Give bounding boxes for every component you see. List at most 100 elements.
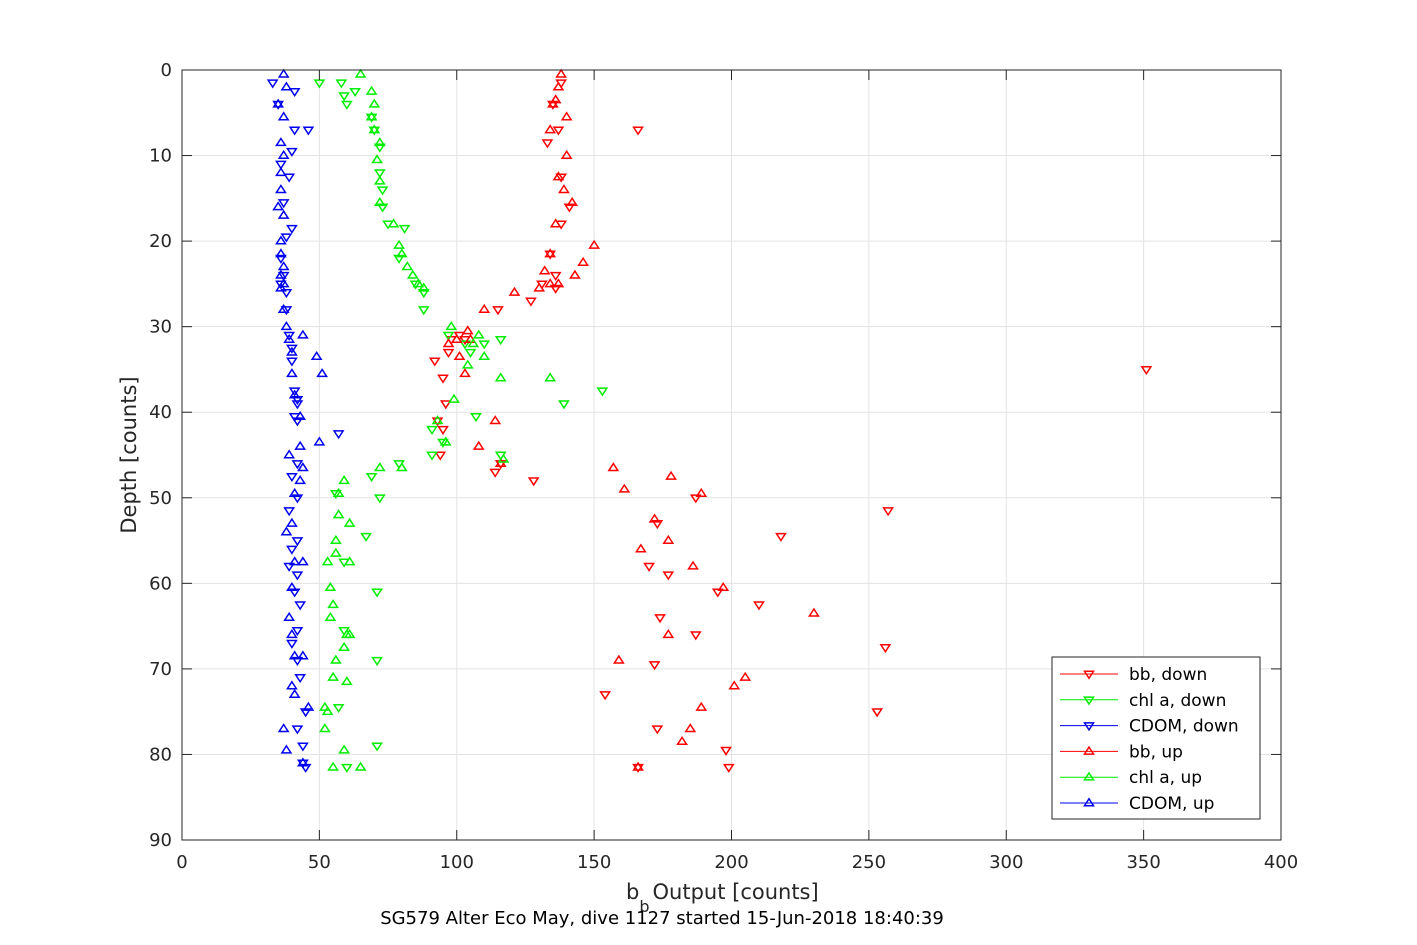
data-point [417, 282, 430, 292]
series-chl-a-down [313, 79, 609, 773]
data-point [632, 126, 644, 136]
y-tick-label: 0 [161, 60, 172, 81]
data-point [283, 507, 296, 517]
data-point [472, 329, 485, 339]
data-point [459, 368, 471, 378]
data-point [544, 372, 557, 382]
data-point [549, 94, 562, 104]
legend-marker [1083, 797, 1095, 807]
data-point [275, 184, 287, 194]
data-point [288, 588, 301, 598]
data-point [332, 430, 345, 440]
legend-label: CDOM, down [1129, 717, 1239, 737]
data-point [280, 526, 293, 536]
data-point [437, 374, 449, 384]
data-point [294, 440, 307, 450]
data-point [338, 92, 350, 102]
data-point [310, 350, 323, 361]
data-point [286, 629, 298, 639]
data-point [332, 703, 345, 714]
data-point [558, 184, 570, 194]
data-point [275, 235, 287, 245]
data-point [373, 462, 386, 472]
data-point [343, 556, 356, 566]
data-point [297, 329, 309, 339]
data-point [662, 534, 675, 545]
y-tick-label: 80 [149, 744, 172, 765]
x-tick-label: 350 [1126, 852, 1160, 873]
data-point [294, 601, 307, 611]
data-point [464, 348, 477, 358]
data-point [275, 282, 287, 292]
data-point [453, 350, 466, 361]
data-point [373, 169, 386, 179]
data-point [588, 239, 601, 249]
data-point [373, 494, 386, 504]
data-point [291, 537, 304, 547]
x-axis-label: bbOutput [counts] [626, 880, 819, 916]
data-point [508, 286, 521, 296]
data-point [472, 440, 485, 450]
y-tick-label: 10 [149, 146, 172, 167]
data-point [599, 691, 611, 701]
data-point [291, 417, 304, 427]
data-point [365, 113, 378, 123]
data-point [439, 400, 452, 410]
data-point [277, 278, 290, 288]
data-point [470, 413, 482, 423]
x-axis-label-text: Output [counts] [653, 880, 819, 904]
data-point [288, 688, 301, 699]
data-point [277, 68, 290, 78]
chart-caption: SG579 Alter Eco May, dive 1127 started 1… [380, 908, 944, 929]
data-points [266, 68, 1153, 773]
data-point [489, 415, 502, 425]
data-point [563, 203, 576, 213]
data-point [286, 224, 298, 234]
data-point [365, 472, 378, 483]
data-point [283, 562, 296, 572]
data-point [695, 701, 708, 711]
data-point [291, 395, 304, 406]
data-point [711, 588, 724, 598]
data-point [560, 111, 573, 121]
data-point [371, 588, 383, 598]
data-point [286, 472, 298, 483]
data-point [478, 303, 491, 314]
data-point [393, 239, 405, 249]
data-point [286, 357, 298, 367]
data-point [569, 269, 581, 279]
data-point [329, 534, 342, 545]
data-point [739, 671, 752, 681]
data-point [280, 321, 293, 331]
legend-label: bb, up [1129, 742, 1183, 762]
data-point [577, 256, 590, 266]
data-point [286, 368, 298, 378]
data-point [494, 372, 507, 382]
data-point [478, 340, 491, 350]
legend-label: chl a, up [1129, 768, 1202, 788]
data-point [365, 111, 378, 121]
data-point [431, 415, 444, 425]
data-point [327, 761, 339, 771]
data-point [775, 532, 787, 542]
data-point [283, 331, 296, 341]
data-point [538, 265, 551, 275]
data-point [338, 641, 350, 651]
data-point [409, 280, 422, 290]
data-point [360, 532, 372, 542]
data-point [461, 325, 474, 335]
data-point [338, 475, 350, 485]
data-point [299, 708, 312, 718]
data-point [275, 254, 287, 264]
data-point [291, 725, 304, 735]
legend-box [1051, 656, 1261, 820]
x-tick-label: 50 [308, 852, 331, 873]
data-point [368, 98, 381, 108]
data-point [544, 248, 557, 258]
data-point [607, 462, 620, 472]
data-point [662, 571, 675, 581]
data-point [634, 543, 647, 553]
x-tick-label: 100 [440, 852, 474, 873]
data-point [612, 654, 625, 664]
data-point [272, 100, 285, 110]
